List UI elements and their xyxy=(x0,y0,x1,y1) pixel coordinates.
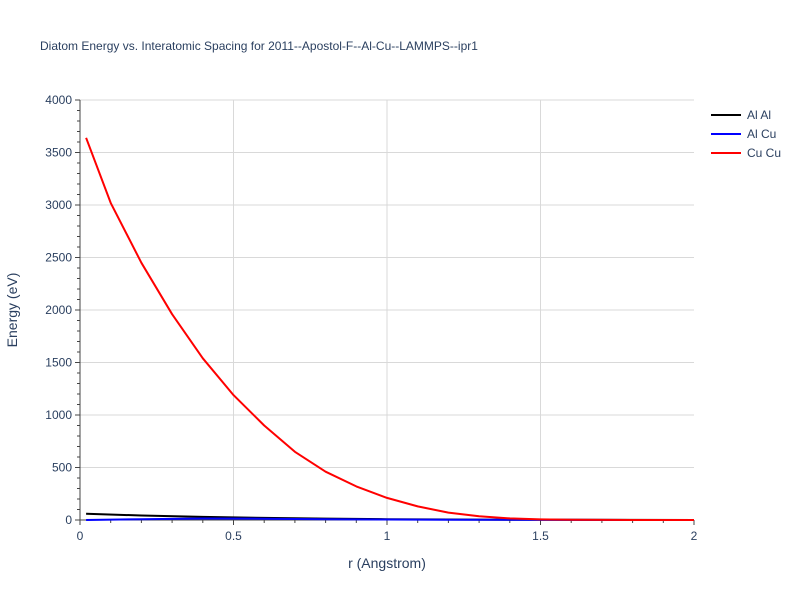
y-tick-label: 1000 xyxy=(45,408,72,422)
legend-label: Cu Cu xyxy=(747,146,781,160)
y-tick-label: 500 xyxy=(52,461,72,475)
y-tick-label: 1500 xyxy=(45,356,72,370)
legend[interactable]: Al Al Al Cu Cu Cu xyxy=(711,108,781,160)
series-line-cu-cu xyxy=(85,137,694,521)
legend-label: Al Cu xyxy=(747,127,776,141)
x-tick-label: 2 xyxy=(691,529,698,543)
y-axis-title: Energy (eV) xyxy=(4,273,20,348)
y-tick-label: 2500 xyxy=(45,251,72,265)
x-axis-title: r (Angstrom) xyxy=(348,555,426,571)
y-tick-label: 3000 xyxy=(45,198,72,212)
x-tick-label: 1 xyxy=(384,529,391,543)
x-tick-label: 0.5 xyxy=(225,529,242,543)
x-tick-label: 0 xyxy=(77,529,84,543)
legend-item-cu-cu[interactable]: Cu Cu xyxy=(711,146,781,160)
series-lines xyxy=(85,137,695,521)
y-tick-label: 4000 xyxy=(45,93,72,107)
grid xyxy=(80,99,694,520)
legend-item-al-al[interactable]: Al Al xyxy=(711,108,771,122)
legend-label: Al Al xyxy=(747,108,771,122)
x-tick-label: 1.5 xyxy=(532,529,549,543)
axes: 0 500 1000 1500 2000 2500 3000 3500 4000 0 0.5 1 1.5… xyxy=(45,93,697,543)
y-tick-label: 2000 xyxy=(45,303,72,317)
y-tick-label: 0 xyxy=(65,513,72,527)
legend-item-al-cu[interactable]: Al Cu xyxy=(711,127,776,141)
chart-title: Diatom Energy vs. Interatomic Spacing fo… xyxy=(40,39,478,53)
y-tick-label: 3500 xyxy=(45,146,72,160)
